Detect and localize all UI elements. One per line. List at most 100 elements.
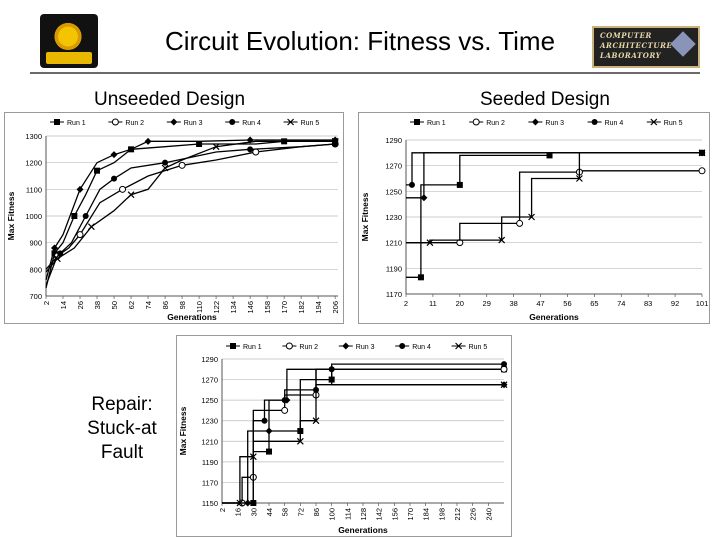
x-tick-label: 50 [110,301,119,309]
x-tick-label: 194 [314,301,323,314]
legend-entry: Run 3 [356,344,375,351]
series-line [45,140,336,273]
x-tick-label: 62 [127,301,136,309]
chart-frame [176,335,512,537]
y-tick-label: 1190 [202,458,218,467]
data-point [575,175,583,182]
data-point [265,427,273,435]
x-tick-label: 14 [59,301,68,309]
data-point [420,194,428,202]
data-point [252,148,260,156]
x-axis-label: Generations [338,525,388,535]
x-tick-label: 20 [456,299,464,308]
legend-entry: Run 2 [299,344,318,351]
data-point [266,448,272,455]
data-point [528,213,536,221]
x-tick-label: 44 [265,508,274,516]
x-tick-label: 128 [359,508,368,521]
data-point [110,151,118,159]
x-tick-label: 74 [617,299,625,308]
ucf-wordmark-bar [46,52,92,64]
x-tick-label: 170 [406,508,415,521]
series-run-5 [406,149,706,247]
y-tick-label: 1170 [386,290,402,299]
y-tick-label: 1210 [385,239,402,248]
legend-entry: Run 1 [243,344,262,351]
y-tick-label: 900 [29,239,42,248]
seeded-chart-title: Seeded Design [480,89,610,110]
y-tick-label: 1100 [26,185,42,194]
y-tick-label: 1270 [385,162,402,171]
repair-label-line-2: Stuck-at [87,418,157,439]
x-tick-label: 170 [280,301,289,314]
x-tick-label: 98 [178,301,187,309]
y-axis-label: Max Fitness [360,192,370,241]
legend-entry: Run 3 [545,120,564,127]
y-tick-label: 1190 [386,264,402,273]
data-point [51,250,58,257]
x-axis-label: Generations [167,312,217,322]
y-tick-label: 1250 [385,187,402,196]
x-tick-label: 65 [590,299,598,308]
legend-marker [531,118,539,126]
data-point [162,159,169,166]
x-tick-label: 156 [390,508,399,521]
y-tick-label: 1290 [385,136,402,145]
y-tick-label: 1230 [385,213,402,222]
data-point [57,250,64,257]
legend-marker [229,119,236,125]
x-tick-label: 100 [328,508,337,521]
data-point [516,219,524,227]
legend: Run 1 Run 2 Run 3 Run 4 Run 5 [226,342,487,351]
x-tick-label: 182 [297,301,306,314]
data-point [281,397,288,404]
legend-marker [650,118,658,126]
x-tick-label: 11 [429,299,437,308]
legend: Run 1 Run 2 Run 3 Run 4 Run 5 [50,118,319,127]
data-point [261,417,268,424]
y-tick-label: 1300 [25,132,42,141]
x-tick-label: 206 [331,301,340,314]
title-divider [30,72,700,74]
data-point [76,231,84,239]
x-tick-label: 74 [144,301,153,309]
x-tick-label: 122 [212,301,221,314]
ucf-logo [40,14,98,68]
x-axis-label: Generations [529,312,579,322]
data-point [71,213,78,219]
legend-marker [455,342,463,350]
legend-entry: Run 1 [67,120,86,127]
x-tick-label: 2 [42,301,51,305]
computer-architecture-lab-badge: COMPUTER ARCHITECTURE LABORATORY [592,26,700,68]
y-tick-label: 1170 [202,478,218,487]
data-point [546,152,553,159]
data-point [127,191,135,199]
y-tick-label: 1290 [201,355,218,364]
x-tick-label: 30 [249,508,258,516]
series-line [222,384,504,504]
x-tick-label: 86 [312,508,321,516]
data-point [161,164,169,172]
legend-marker [170,118,178,126]
data-point [331,137,339,145]
data-point [53,255,61,263]
x-tick-label: 158 [263,301,272,314]
x-tick-label: 58 [281,508,290,516]
x-tick-label: 92 [671,299,679,308]
x-tick-label: 101 [696,299,709,308]
legend-entry: Run 2 [486,120,505,127]
data-point [249,453,257,461]
data-point [250,500,257,506]
x-tick-label: 226 [469,508,478,521]
x-tick-label: 2 [218,508,227,512]
y-tick-label: 800 [29,265,42,274]
x-tick-label: 146 [246,301,255,314]
x-tick-label: 86 [161,301,170,309]
x-tick-label: 56 [563,299,571,308]
legend-entry: Run 2 [125,120,144,127]
x-tick-label: 198 [437,508,446,521]
data-point [111,175,118,182]
data-point [87,223,95,231]
x-tick-label: 134 [229,301,238,314]
data-point [212,143,220,151]
